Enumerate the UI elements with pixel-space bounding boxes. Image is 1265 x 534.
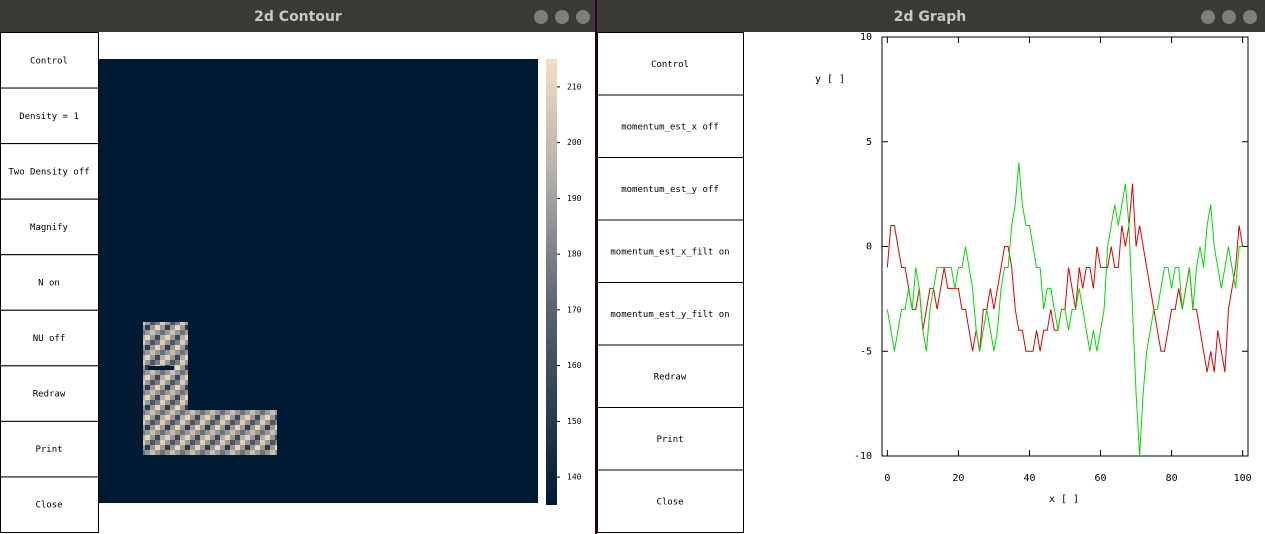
window-title: 2d Contour	[254, 9, 342, 25]
button[interactable]	[0, 309, 99, 367]
button-label[interactable]: momentum_est_y_filt on	[610, 310, 729, 320]
graph-buttons: Control momentum_est_x off momentum_est_y …	[597, 32, 744, 533]
colorbar	[546, 59, 557, 505]
button-label[interactable]: Print	[35, 445, 62, 455]
data-line	[886, 162, 1243, 457]
title-bar	[597, 0, 1265, 32]
colorbar-tick-label: 170	[567, 305, 582, 314]
button-label[interactable]: Redraw	[33, 390, 66, 400]
button[interactable]	[0, 143, 99, 200]
density-region	[143, 410, 277, 455]
colorbar-tick-label: 200	[567, 138, 582, 147]
button[interactable]	[0, 32, 99, 89]
x-tick-label: 60	[1095, 473, 1107, 484]
minimize-button[interactable]	[1201, 10, 1215, 24]
button[interactable]	[597, 32, 744, 96]
button[interactable]	[0, 254, 99, 311]
title-bar	[0, 0, 595, 32]
colorbar-tick-label: 160	[567, 361, 582, 370]
button[interactable]	[0, 87, 99, 145]
x-tick-label: 40	[1023, 473, 1035, 484]
maximize-button[interactable]	[555, 10, 569, 24]
density-gap	[148, 366, 174, 370]
colorbar-tick-label: 190	[567, 194, 582, 203]
button[interactable]	[597, 344, 744, 408]
button[interactable]	[0, 365, 99, 422]
button[interactable]	[0, 420, 99, 478]
close-button[interactable]	[1243, 10, 1257, 24]
button[interactable]	[0, 198, 99, 256]
button[interactable]	[597, 469, 744, 533]
button-label[interactable]: Two Density off	[8, 167, 89, 177]
button-label[interactable]: Print	[656, 435, 683, 445]
contour-window: 2d Contour	[0, 0, 595, 534]
button-label[interactable]: momentum_est_x off	[621, 122, 719, 132]
y-tick-label: 10	[860, 32, 872, 43]
y-tick-label: -10	[854, 451, 872, 462]
button-label[interactable]: Magnify	[30, 223, 69, 233]
button-label[interactable]: Control	[30, 56, 68, 66]
y-tick-label: 0	[866, 242, 872, 253]
button[interactable]	[0, 476, 99, 534]
button-label[interactable]: Control	[651, 60, 689, 70]
colorbar-tick-label: 180	[567, 250, 582, 259]
maximize-button[interactable]	[1222, 10, 1236, 24]
button[interactable]	[597, 282, 744, 346]
y-axis-label: y [ ]	[815, 74, 845, 85]
button-label[interactable]: momentum_est_x_filt on	[610, 247, 729, 257]
button-label[interactable]: momentum_est_y off	[621, 185, 719, 195]
colorbar-tick-label: 210	[567, 82, 582, 91]
contour-buttons: Control Density = 1 Two Density off Magnify…	[0, 32, 99, 534]
colorbar-tick-label: 140	[567, 473, 582, 482]
button[interactable]	[597, 219, 744, 283]
button-label[interactable]: N on	[38, 279, 60, 289]
close-button[interactable]	[576, 10, 590, 24]
x-tick-label: 0	[884, 473, 890, 484]
button-label[interactable]: Redraw	[654, 372, 687, 382]
button[interactable]	[597, 94, 744, 158]
colorbar-tick-label: 150	[567, 417, 582, 426]
x-tick-label: 80	[1166, 473, 1178, 484]
x-tick-label: 20	[952, 473, 964, 484]
button[interactable]	[597, 407, 744, 471]
x-tick-label: 100	[1234, 473, 1252, 484]
button-label[interactable]: Close	[35, 501, 62, 511]
button-label[interactable]: NU off	[33, 334, 66, 344]
button-label[interactable]: Density = 1	[19, 112, 79, 122]
x-axis-label: x [ ]	[1049, 494, 1079, 505]
window-title: 2d Graph	[894, 9, 966, 25]
minimize-button[interactable]	[534, 10, 548, 24]
y-tick-label: -5	[860, 346, 872, 357]
button-label[interactable]: Close	[656, 497, 683, 507]
y-tick-label: 5	[866, 137, 872, 148]
button[interactable]	[597, 157, 744, 221]
